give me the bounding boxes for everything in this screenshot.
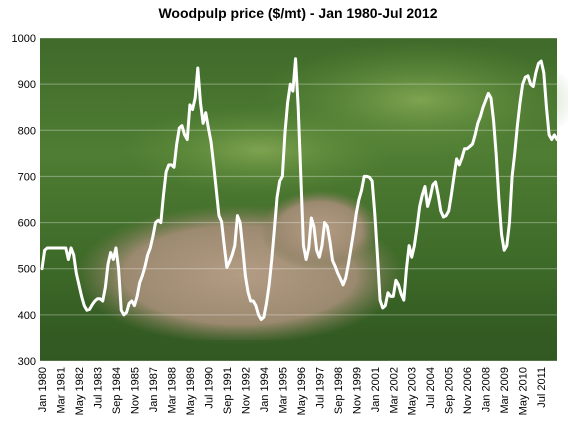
x-tick-label: Jul 2011: [536, 367, 548, 408]
x-tick-label: Jan 1980: [37, 367, 49, 412]
x-tick-label: Jan 1987: [148, 367, 160, 412]
x-tick-label: Mar 2009: [499, 367, 511, 413]
chart-title: Woodpulp price ($/mt) - Jan 1980-Jul 201…: [158, 5, 437, 21]
x-tick-label: May 2010: [518, 367, 530, 415]
photo-background: [120, 105, 400, 195]
x-tick-label: Jul 1997: [314, 367, 326, 409]
price-line: [40, 57, 559, 321]
y-tick-label: 800: [18, 125, 36, 137]
x-tick-label: May 1989: [185, 367, 197, 415]
x-tick-label: Mar 2002: [388, 367, 400, 413]
x-tick-label: Jan 2001: [370, 367, 382, 412]
x-tick-label: May 2003: [407, 367, 419, 415]
y-tick-label: 300: [18, 356, 36, 368]
photo-background: [40, 340, 557, 361]
x-tick-label: Jan 1994: [259, 367, 271, 412]
x-tick-label: Nov 2006: [462, 367, 474, 414]
x-tick-label: May 1996: [296, 367, 308, 415]
x-tick-label: Jul 1990: [203, 367, 215, 409]
y-tick-label: 400: [18, 310, 36, 322]
x-tick-label: Sep 2005: [444, 367, 456, 414]
x-tick-label: Nov 1985: [129, 367, 141, 414]
y-tick-label: 700: [18, 171, 36, 183]
y-tick-label: 900: [18, 79, 36, 91]
x-tick-label: Jul 1983: [92, 367, 104, 409]
x-tick-label: Sep 1998: [333, 367, 345, 414]
x-tick-label: Sep 1984: [111, 367, 123, 414]
x-tick-label: May 1982: [74, 367, 86, 415]
x-tick-label: Nov 1992: [240, 367, 252, 414]
x-tick-label: Jul 2004: [425, 367, 437, 409]
y-tick-label: 1000: [12, 33, 36, 45]
x-tick-label: Mar 1988: [166, 367, 178, 413]
x-tick-label: Nov 1999: [351, 367, 363, 414]
x-tick-label: Mar 1981: [55, 367, 67, 413]
x-tick-label: Sep 1991: [222, 367, 234, 414]
x-tick-label: Mar 1995: [277, 367, 289, 413]
y-tick-label: 600: [18, 218, 36, 230]
plot-area: [40, 57, 559, 321]
y-tick-label: 500: [18, 264, 36, 276]
x-tick-label: Jan 2008: [481, 367, 493, 412]
